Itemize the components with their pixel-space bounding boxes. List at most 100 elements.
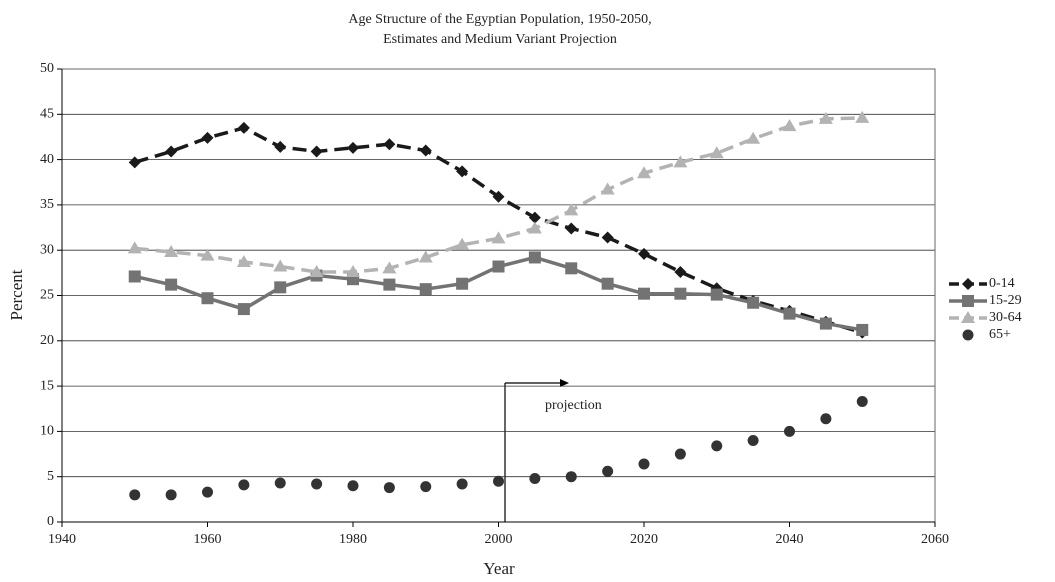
- marker: [783, 307, 796, 320]
- x-tick-label: 1980: [339, 532, 367, 547]
- marker: [638, 458, 650, 470]
- legend-label: 15-29: [989, 293, 1022, 308]
- marker: [164, 245, 179, 258]
- marker: [674, 287, 687, 300]
- marker: [311, 478, 323, 490]
- marker: [601, 277, 614, 290]
- marker: [419, 283, 432, 296]
- marker: [274, 140, 287, 153]
- y-tick-label: 20: [40, 333, 54, 348]
- y-tick-label: 50: [40, 61, 54, 76]
- marker: [820, 413, 832, 425]
- marker: [746, 131, 761, 144]
- y-tick-label: 15: [40, 378, 54, 393]
- x-tick-label: 2040: [776, 532, 804, 547]
- marker: [565, 471, 577, 483]
- legend-label: 65+: [989, 327, 1011, 342]
- chart-subtitle: Estimates and Medium Variant Projection: [383, 32, 617, 47]
- marker: [201, 131, 214, 144]
- marker: [274, 477, 286, 489]
- marker: [165, 489, 177, 501]
- marker: [784, 425, 795, 437]
- marker: [602, 465, 614, 477]
- marker: [347, 480, 359, 492]
- marker: [238, 479, 250, 491]
- x-tick-label: 2000: [485, 532, 513, 547]
- y-tick-label: 0: [47, 514, 54, 529]
- chart-title: Age Structure of the Egyptian Population…: [348, 12, 651, 27]
- marker: [747, 296, 760, 309]
- marker: [492, 260, 505, 273]
- marker: [492, 190, 505, 203]
- marker: [565, 222, 578, 235]
- marker: [383, 482, 395, 494]
- marker: [962, 295, 974, 307]
- projection-arrowhead: [560, 379, 569, 387]
- marker: [674, 448, 686, 460]
- marker: [819, 317, 832, 330]
- marker: [709, 146, 724, 159]
- x-axis-title: Year: [483, 559, 515, 578]
- marker: [274, 281, 287, 294]
- marker: [128, 156, 141, 169]
- marker: [818, 111, 833, 124]
- marker: [347, 141, 359, 154]
- marker: [855, 110, 870, 123]
- marker: [127, 241, 142, 254]
- marker: [456, 277, 469, 290]
- marker: [236, 254, 251, 267]
- marker: [165, 278, 178, 291]
- marker: [200, 248, 215, 261]
- marker: [674, 265, 687, 278]
- marker: [710, 288, 723, 301]
- marker: [747, 434, 759, 446]
- marker: [962, 278, 974, 290]
- marker: [237, 303, 250, 316]
- marker: [346, 264, 360, 277]
- marker: [129, 489, 141, 501]
- marker: [638, 247, 650, 260]
- y-tick-label: 35: [40, 197, 54, 212]
- marker: [527, 221, 542, 234]
- y-tick-label: 5: [47, 469, 54, 484]
- marker: [237, 121, 250, 134]
- legend-label: 30-64: [989, 310, 1022, 325]
- marker: [856, 396, 868, 408]
- marker: [962, 329, 974, 341]
- y-tick-label: 45: [40, 107, 54, 122]
- marker: [565, 262, 578, 275]
- marker: [309, 264, 324, 277]
- marker: [419, 144, 432, 157]
- marker: [491, 231, 506, 244]
- x-tick-label: 1960: [194, 532, 222, 547]
- marker: [310, 145, 323, 158]
- marker: [455, 237, 470, 250]
- marker: [638, 287, 650, 300]
- marker: [564, 203, 579, 216]
- marker: [165, 145, 178, 158]
- marker: [493, 475, 504, 487]
- marker: [418, 250, 433, 263]
- marker: [201, 292, 214, 305]
- x-tick-label: 2060: [921, 532, 949, 547]
- marker: [782, 119, 797, 132]
- marker: [637, 166, 651, 179]
- y-tick-label: 10: [40, 424, 54, 439]
- marker: [601, 231, 614, 244]
- marker: [383, 138, 396, 151]
- annotation: projection: [545, 398, 602, 413]
- marker: [273, 259, 288, 272]
- marker: [420, 481, 432, 493]
- marker: [673, 155, 688, 168]
- marker: [528, 211, 541, 224]
- marker: [456, 478, 468, 490]
- y-tick-label: 40: [40, 152, 54, 167]
- marker: [382, 261, 397, 274]
- y-tick-label: 30: [40, 242, 54, 257]
- marker: [961, 311, 975, 323]
- x-tick-label: 2020: [630, 532, 658, 547]
- marker: [128, 270, 141, 283]
- marker: [456, 165, 469, 178]
- marker: [711, 440, 723, 452]
